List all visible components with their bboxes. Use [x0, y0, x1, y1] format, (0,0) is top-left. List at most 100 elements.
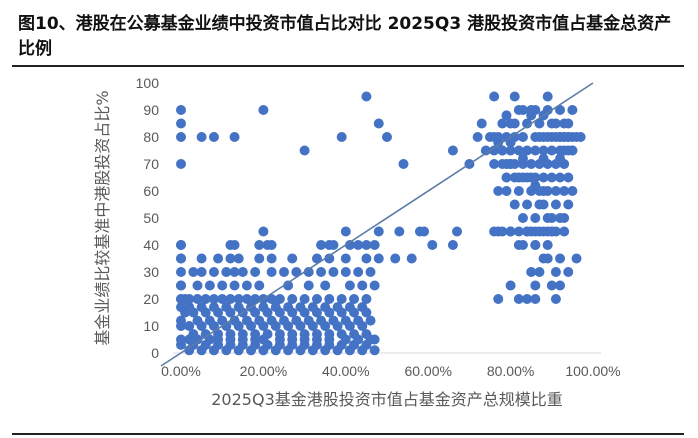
data-point	[208, 321, 219, 331]
data-point	[241, 294, 252, 304]
data-point	[283, 280, 294, 291]
data-point	[489, 159, 500, 169]
data-point	[530, 240, 541, 250]
data-point	[176, 132, 186, 142]
data-point	[303, 280, 314, 291]
data-point	[513, 186, 524, 196]
data-point	[299, 145, 310, 156]
y-axis-ticks: 0 10 20 30 40 50 60 70 80 90 100	[136, 75, 160, 361]
data-point	[538, 153, 549, 164]
data-point	[188, 267, 199, 277]
data-point	[184, 345, 195, 356]
data-point	[229, 267, 240, 277]
data-point	[555, 280, 566, 291]
data-point	[353, 267, 364, 277]
data-point	[559, 226, 570, 237]
x-tick-label: 40.00%	[322, 363, 369, 379]
data-point	[221, 345, 232, 356]
y-tick-label: 10	[143, 318, 159, 334]
data-point	[357, 280, 368, 291]
data-point	[534, 267, 545, 277]
data-point	[200, 307, 211, 318]
data-point	[563, 172, 574, 183]
data-point	[180, 307, 191, 318]
data-point	[546, 118, 557, 129]
data-point	[513, 105, 524, 115]
y-tick-label: 80	[143, 129, 159, 145]
data-point	[501, 110, 512, 121]
y-tick-label: 60	[143, 183, 159, 199]
data-point	[489, 145, 500, 156]
data-point	[542, 91, 553, 102]
data-point	[176, 118, 186, 129]
data-point	[287, 307, 298, 318]
data-point	[295, 321, 306, 331]
data-point	[217, 294, 228, 304]
data-point	[538, 172, 549, 183]
data-point	[559, 186, 570, 196]
data-point	[328, 240, 339, 250]
data-point	[555, 253, 566, 264]
data-point	[233, 321, 244, 331]
data-point	[530, 280, 541, 291]
data-point	[196, 321, 207, 331]
y-tick-label: 40	[143, 237, 159, 253]
data-point	[546, 280, 557, 291]
data-point	[250, 267, 261, 277]
data-point	[530, 180, 541, 191]
data-point	[555, 105, 566, 115]
data-point	[505, 118, 516, 129]
data-point	[542, 240, 553, 250]
x-tick-label: 0.00%	[161, 363, 201, 379]
data-point	[295, 345, 306, 356]
data-point	[254, 240, 265, 250]
data-point	[233, 345, 244, 356]
data-point	[320, 321, 331, 331]
data-point	[563, 267, 574, 277]
data-point	[283, 321, 294, 331]
data-point	[447, 240, 458, 250]
data-point	[287, 253, 298, 264]
data-point	[320, 280, 331, 291]
data-point	[563, 199, 574, 210]
data-point	[324, 253, 335, 264]
data-point	[522, 145, 533, 156]
data-point	[176, 280, 186, 291]
data-point	[575, 132, 586, 142]
data-point	[447, 145, 458, 156]
data-point	[250, 294, 261, 304]
data-point	[369, 280, 380, 291]
data-point	[344, 345, 355, 356]
data-point	[427, 240, 438, 250]
data-point	[542, 213, 553, 223]
data-point	[274, 294, 285, 304]
y-tick-label: 0	[151, 345, 159, 361]
data-point	[221, 321, 232, 331]
data-point	[550, 186, 561, 196]
y-tick-label: 30	[143, 264, 159, 280]
y-tick-label: 70	[143, 156, 159, 172]
data-point	[233, 294, 244, 304]
y-tick-label: 50	[143, 210, 159, 226]
data-point	[176, 240, 186, 250]
data-point	[526, 172, 537, 183]
data-point	[336, 307, 347, 318]
data-point	[279, 267, 289, 277]
data-point	[538, 253, 549, 264]
x-tick-label: 80.00%	[487, 363, 534, 379]
data-point	[340, 253, 351, 264]
data-point	[254, 280, 265, 291]
data-point	[361, 294, 372, 304]
data-point	[225, 253, 236, 264]
data-point	[262, 307, 273, 318]
data-point	[274, 307, 285, 318]
data-point	[192, 280, 203, 291]
data-point	[534, 199, 545, 210]
data-point	[192, 294, 203, 304]
data-point	[546, 145, 557, 156]
data-point	[311, 253, 322, 264]
figure-title: 图10、港股在公募基金业绩中投资市值占比对比 2025Q3 港股投资市值占基金总…	[18, 14, 672, 59]
y-axis-title: 基金业绩比较基准中港股投资占比%	[93, 90, 112, 345]
data-point	[266, 240, 277, 250]
data-point	[283, 345, 294, 356]
